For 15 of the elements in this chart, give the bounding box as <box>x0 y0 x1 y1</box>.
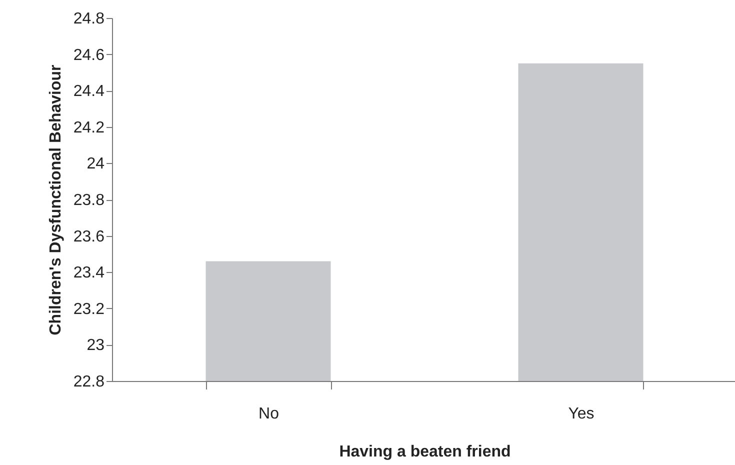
x-tick-label: No <box>258 406 280 422</box>
y-tick-label: 24 <box>86 156 105 173</box>
y-tick-label: 24.8 <box>73 10 105 28</box>
y-tick-label: 23.4 <box>73 264 105 282</box>
y-tick-label: 23.6 <box>73 228 105 246</box>
y-tick-label: 23.8 <box>73 192 105 209</box>
y-tick-label: 24.2 <box>73 119 105 136</box>
y-tick-label: 23.2 <box>73 300 105 318</box>
x-tick-label: Yes <box>568 406 594 422</box>
y-tick-label: 24.4 <box>73 83 105 100</box>
y-axis-title: Children's Dysfunctional Behaviour <box>47 64 64 336</box>
x-axis-title: Having a beaten friend <box>339 444 511 460</box>
y-tick-label: 22.8 <box>73 374 105 390</box>
y-tick-label: 24.6 <box>73 46 105 64</box>
y-tick-label: 23 <box>86 337 105 354</box>
